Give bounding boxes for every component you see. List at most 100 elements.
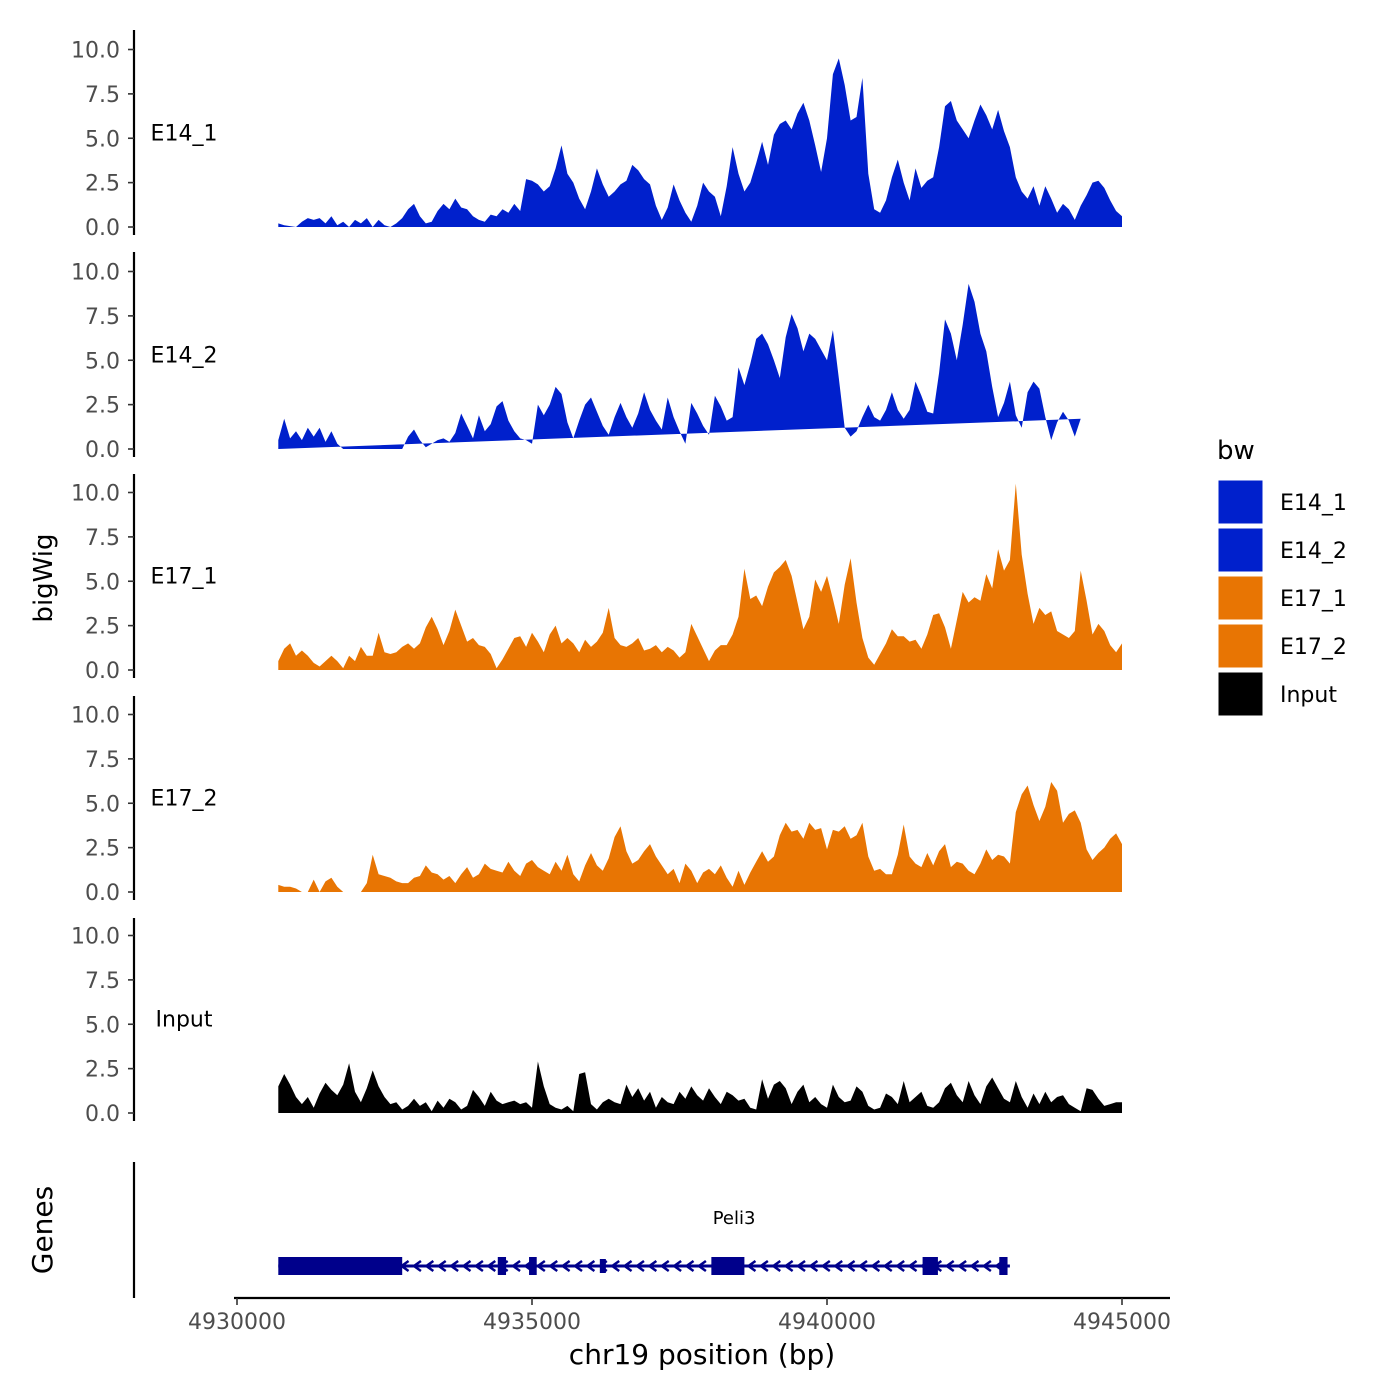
legend-label-E17_1: E17_1	[1280, 587, 1347, 612]
area-E17_2	[278, 782, 1122, 892]
gene-strand-arrow	[771, 1259, 781, 1273]
gene-exon-Peli3-6	[999, 1257, 1008, 1275]
y-tick-label-Input-3: 7.5	[85, 969, 120, 994]
track-E14_1: 0.0 2.5 5.0 7.5 10.0 E14_1	[71, 30, 1122, 241]
gene-exon-Peli3-3	[599, 1259, 606, 1273]
tracks: 0.0 2.5 5.0 7.5 10.0 E14_1 0.0 2.5 5.0 7.5 10.0 E14…	[71, 30, 1122, 1127]
track-Input: 0.0 2.5 5.0 7.5 10.0 Input	[71, 918, 1122, 1127]
gene-strand-arrow	[473, 1259, 484, 1273]
gene-exon-Peli3-0	[278, 1257, 403, 1275]
gene-strand-arrow	[895, 1259, 905, 1273]
track-label-Input: Input	[156, 1007, 213, 1032]
gene-strand-arrow	[461, 1259, 472, 1273]
y-tick-label-E17_2-4: 10.0	[71, 704, 120, 729]
track-label-E14_2: E14_2	[151, 343, 218, 368]
legend-swatch-E14_2	[1217, 527, 1264, 573]
legend-swatch-E17_1	[1217, 575, 1264, 621]
y-tick-label-E14_2-3: 7.5	[85, 305, 120, 330]
gene-exon-Peli3-4	[711, 1257, 745, 1275]
legend-label-E17_2: E17_2	[1280, 635, 1347, 660]
gene-strand-arrow	[548, 1259, 558, 1273]
gene-strand-arrow	[969, 1259, 980, 1273]
gene-track: Peli3	[278, 1208, 1010, 1275]
gene-strand-arrow	[659, 1259, 670, 1273]
legend-label-E14_2: E14_2	[1280, 539, 1347, 564]
y-tick-label-Input-4: 10.0	[71, 925, 120, 950]
y-tick-label-E17_1-1: 2.5	[85, 615, 120, 640]
y-tick-label-E14_1-4: 10.0	[71, 39, 120, 64]
track-E17_1: 0.0 2.5 5.0 7.5 10.0 E17_1	[71, 474, 1122, 684]
gene-exon-Peli3-1	[497, 1257, 507, 1275]
gene-strand-arrow	[622, 1259, 633, 1273]
legend: bw E14_1 E14_2 E17_1 E17_2 Input	[1217, 436, 1347, 717]
y-tick-label-E14_2-4: 10.0	[71, 261, 120, 286]
area-E17_1	[278, 483, 1122, 670]
y-tick-label-E17_1-2: 5.0	[85, 570, 120, 595]
gene-strand-arrow	[486, 1259, 497, 1273]
x-axis-title: chr19 position (bp)	[569, 1338, 835, 1371]
x-tick-label-1: 4935000	[483, 1310, 581, 1335]
y-tick-label-E17_2-1: 2.5	[85, 837, 120, 862]
track-E17_2: 0.0 2.5 5.0 7.5 10.0 E17_2	[71, 696, 1122, 906]
gene-strand-arrow	[510, 1259, 521, 1273]
area-E14_1	[278, 58, 1122, 228]
gene-exon-Peli3-2	[529, 1257, 537, 1275]
legend-swatch-E17_2	[1217, 623, 1264, 669]
y-tick-label-E17_1-0: 0.0	[85, 659, 120, 684]
legend-title: bw	[1217, 436, 1255, 466]
y-tick-label-E14_2-0: 0.0	[85, 438, 120, 463]
y-tick-label-Input-1: 2.5	[85, 1058, 120, 1083]
gene-strand-arrow	[981, 1259, 992, 1273]
x-tick-label-0: 4930000	[188, 1310, 286, 1335]
area-Input	[278, 1061, 1122, 1113]
y-tick-label-Input-0: 0.0	[85, 1102, 120, 1127]
gene-strand-arrow	[647, 1259, 658, 1273]
gene-strand-arrow	[572, 1259, 583, 1273]
gene-strand-arrow	[684, 1259, 695, 1273]
gene-strand-arrow	[783, 1259, 794, 1273]
x-tick-label-2: 4940000	[778, 1310, 876, 1335]
legend-label-Input: Input	[1280, 683, 1337, 708]
gene-strand-arrow	[671, 1259, 682, 1273]
x-tick-label-3: 4945000	[1073, 1310, 1171, 1335]
y-tick-label-E17_1-4: 10.0	[71, 482, 120, 507]
y-tick-label-E14_1-3: 7.5	[85, 83, 120, 108]
gene-strand-arrow	[944, 1259, 955, 1273]
gene-strand-arrow	[907, 1259, 918, 1273]
x-axis: 4930000 4935000 4940000 4945000	[188, 1296, 1171, 1335]
y-tick-label-E14_2-2: 5.0	[85, 349, 120, 374]
gene-strand-arrow	[585, 1259, 596, 1273]
gene-strand-arrow	[758, 1259, 769, 1273]
genes-panel-title: Genes	[26, 1186, 59, 1274]
gene-strand-arrow	[560, 1259, 571, 1273]
y-tick-label-E14_1-2: 5.0	[85, 127, 120, 152]
track-label-E14_1: E14_1	[151, 121, 218, 146]
track-E14_2: 0.0 2.5 5.0 7.5 10.0 E14_2	[71, 252, 1081, 463]
y-axis-title: bigWig	[29, 533, 59, 622]
gene-strand-arrow	[956, 1259, 967, 1273]
gene-strand-arrow	[610, 1259, 620, 1273]
y-tick-label-E17_2-3: 7.5	[85, 748, 120, 773]
y-tick-label-E17_1-3: 7.5	[85, 526, 120, 551]
y-tick-label-E14_1-1: 2.5	[85, 172, 120, 197]
gene-strand-arrow	[746, 1259, 757, 1273]
gene-strand-arrow	[795, 1259, 806, 1273]
gene-strand-arrow	[436, 1259, 447, 1273]
legend-label-E14_1: E14_1	[1280, 491, 1347, 516]
legend-swatch-Input	[1217, 671, 1264, 717]
gene-label-Peli3: Peli3	[713, 1208, 756, 1229]
gene-strand-arrow	[808, 1259, 819, 1273]
y-tick-label-E17_2-0: 0.0	[85, 881, 120, 906]
gene-strand-arrow	[411, 1259, 422, 1273]
gene-strand-arrow	[634, 1259, 645, 1273]
gene-strand-arrow	[882, 1259, 893, 1273]
gene-strand-arrow	[857, 1259, 868, 1273]
gene-strand-arrow	[820, 1259, 831, 1273]
gene-exon-Peli3-5	[922, 1257, 938, 1275]
y-tick-label-Input-2: 5.0	[85, 1013, 120, 1038]
gene-strand-arrow	[696, 1259, 707, 1273]
y-tick-label-E17_2-2: 5.0	[85, 792, 120, 817]
y-tick-label-E14_2-1: 2.5	[85, 394, 120, 419]
track-label-E17_2: E17_2	[151, 786, 218, 811]
